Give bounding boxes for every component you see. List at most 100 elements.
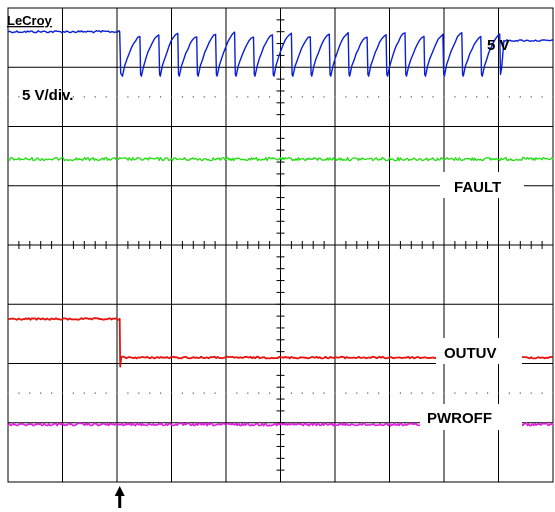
- grid-dot: [83, 392, 85, 394]
- grid-dot: [181, 392, 183, 394]
- grid-dot: [476, 392, 478, 394]
- grid-dot: [40, 96, 42, 98]
- grid-dot: [181, 96, 183, 98]
- grid-dot: [421, 96, 423, 98]
- grid-dot: [497, 96, 500, 98]
- grid-dot: [203, 96, 205, 98]
- grid-dot: [541, 96, 543, 98]
- grid-dot: [552, 392, 554, 394]
- grid-dot: [323, 96, 325, 98]
- grid-dot: [72, 392, 74, 394]
- grid-dot: [170, 392, 173, 394]
- grid-dot: [367, 392, 369, 394]
- grid-dot: [378, 392, 380, 394]
- series-label-fault: FAULT: [454, 179, 501, 196]
- grid-dot: [279, 96, 282, 98]
- trace-5v: [7, 29, 554, 77]
- grid-dot: [225, 96, 227, 98]
- grid-dot: [269, 392, 271, 394]
- grid-dot: [61, 96, 64, 98]
- grid-dot: [345, 96, 347, 98]
- grid-dot: [279, 392, 282, 394]
- grid-dot: [160, 96, 162, 98]
- grid-dot: [508, 392, 510, 394]
- grid-dot: [530, 392, 532, 394]
- outuv-label-bg: [436, 338, 522, 364]
- grid-dot: [334, 96, 336, 98]
- grid-dot: [432, 96, 434, 98]
- grid-dot: [29, 96, 31, 98]
- brand-logo-text: LeCroy: [7, 13, 53, 28]
- grid-dot: [454, 392, 456, 394]
- grid-dot: [225, 392, 227, 394]
- grid-dot: [487, 96, 489, 98]
- grid-dot: [18, 96, 20, 98]
- grid-dot: [530, 96, 532, 98]
- grid-dot: [541, 392, 543, 394]
- supply-level-label: 5 V: [487, 37, 510, 54]
- grid-dot: [476, 96, 478, 98]
- grid-dot: [378, 96, 380, 98]
- grid-dot: [290, 96, 292, 98]
- grid-dot: [269, 96, 271, 98]
- grid-dot: [214, 392, 216, 394]
- grid-dot: [356, 96, 358, 98]
- grid-dot: [258, 392, 260, 394]
- grid-dot: [312, 392, 314, 394]
- grid-dot: [61, 392, 64, 394]
- series-label-pwroff: PWROFF: [427, 410, 492, 427]
- grid-dot: [410, 392, 412, 394]
- trace-fault: [7, 156, 554, 162]
- grid-dot: [51, 96, 53, 98]
- grid-dot: [247, 392, 249, 394]
- pwroff-label-bg: [420, 404, 522, 430]
- grid-dot: [465, 392, 467, 394]
- grid-dot: [116, 96, 118, 98]
- grid-dot: [236, 96, 238, 98]
- grid-dot: [105, 96, 107, 98]
- grid-dot: [443, 392, 445, 394]
- grid-dot: [149, 96, 151, 98]
- grid-dot: [116, 392, 118, 394]
- trigger-arrow-icon: [114, 486, 125, 508]
- series-label-outuv: OUTUV: [444, 345, 497, 362]
- grid-dot: [7, 392, 9, 394]
- grid-dot: [236, 392, 238, 394]
- grid-dot: [247, 96, 249, 98]
- fault-label-bg: [440, 172, 524, 198]
- grid-dot: [388, 96, 391, 98]
- grid-dot: [83, 96, 85, 98]
- grid-dot: [94, 392, 96, 394]
- grid-dot: [94, 96, 96, 98]
- grid-dot: [497, 392, 500, 394]
- grid-dot: [519, 392, 521, 394]
- grid-dot: [192, 392, 194, 394]
- grid-dot: [29, 392, 31, 394]
- grid-dot: [214, 96, 216, 98]
- grid-dot: [356, 392, 358, 394]
- grid-dot: [443, 96, 445, 98]
- grid-dot: [18, 392, 20, 394]
- grid-dot: [138, 96, 140, 98]
- grid-dot: [127, 392, 129, 394]
- grid-dot: [519, 96, 521, 98]
- grid-dot: [345, 392, 347, 394]
- grid-dot: [312, 96, 314, 98]
- grid-dot: [410, 96, 412, 98]
- grid-dot: [421, 392, 423, 394]
- grid-dot: [465, 96, 467, 98]
- grid-dot: [399, 392, 401, 394]
- grid-dot: [192, 96, 194, 98]
- grid-dot: [454, 96, 456, 98]
- grid-dot: [334, 392, 336, 394]
- grid-dot: [367, 96, 369, 98]
- grid-dot: [301, 96, 303, 98]
- grid-dot: [552, 96, 554, 98]
- grid-dot: [7, 96, 9, 98]
- grid-dot: [72, 96, 74, 98]
- grid-dot: [149, 392, 151, 394]
- grid-dot: [301, 392, 303, 394]
- grid-dot: [160, 392, 162, 394]
- grid-dot: [40, 392, 42, 394]
